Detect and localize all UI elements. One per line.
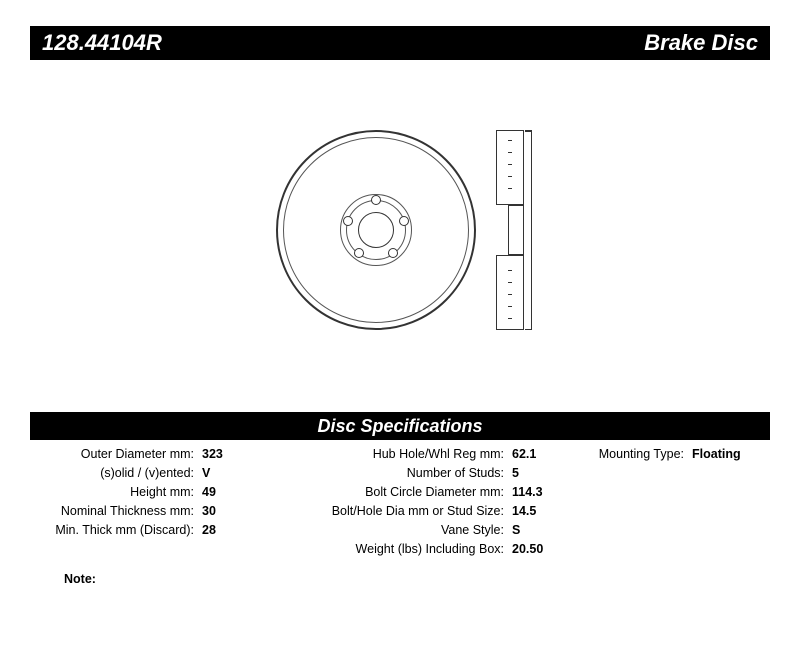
spec-label: Nominal Thickness mm: — [30, 504, 200, 518]
spec-row: Outer Diameter mm: 323 — [30, 444, 290, 463]
spec-row: Hub Hole/Whl Reg mm: 62.1 — [290, 444, 580, 463]
spec-row: Bolt Circle Diameter mm: 114.3 — [290, 482, 580, 501]
spec-row: Min. Thick mm (Discard): 28 — [30, 520, 290, 539]
spec-value: 114.3 — [510, 485, 543, 499]
spec-label: Mounting Type: — [580, 447, 690, 461]
spec-value: 30 — [200, 504, 216, 518]
spec-value: Floating — [690, 447, 741, 461]
spec-value: V — [200, 466, 210, 480]
spec-value: 49 — [200, 485, 216, 499]
note-label: Note: — [64, 572, 96, 586]
spec-value: 20.50 — [510, 542, 543, 556]
spec-row: Nominal Thickness mm: 30 — [30, 501, 290, 520]
disc-front-view — [276, 130, 476, 330]
spec-row: Weight (lbs) Including Box: 20.50 — [290, 539, 580, 558]
spec-table: Outer Diameter mm: 323 (s)olid / (v)ente… — [30, 444, 770, 558]
spec-label: Number of Studs: — [290, 466, 510, 480]
spec-label: (s)olid / (v)ented: — [30, 466, 200, 480]
spec-label: Min. Thick mm (Discard): — [30, 523, 200, 537]
spec-column-2: Hub Hole/Whl Reg mm: 62.1 Number of Stud… — [290, 444, 580, 558]
spec-value: 14.5 — [510, 504, 536, 518]
spec-row: Vane Style: S — [290, 520, 580, 539]
spec-row: (s)olid / (v)ented: V — [30, 463, 290, 482]
spec-label: Weight (lbs) Including Box: — [290, 542, 510, 556]
spec-value: 5 — [510, 466, 519, 480]
spec-row: Bolt/Hole Dia mm or Stud Size: 14.5 — [290, 501, 580, 520]
part-number: 128.44104R — [42, 30, 162, 56]
spec-value: S — [510, 523, 520, 537]
spec-value: 62.1 — [510, 447, 536, 461]
product-type: Brake Disc — [644, 30, 758, 56]
spec-label: Height mm: — [30, 485, 200, 499]
spec-label: Outer Diameter mm: — [30, 447, 200, 461]
spec-row: Mounting Type: Floating — [580, 444, 770, 463]
spec-value: 323 — [200, 447, 223, 461]
spec-value: 28 — [200, 523, 216, 537]
spec-label: Bolt Circle Diameter mm: — [290, 485, 510, 499]
disc-diagram — [0, 80, 800, 380]
spec-label: Bolt/Hole Dia mm or Stud Size: — [290, 504, 510, 518]
spec-column-1: Outer Diameter mm: 323 (s)olid / (v)ente… — [30, 444, 290, 558]
spec-column-3: Mounting Type: Floating — [580, 444, 770, 558]
spec-label: Hub Hole/Whl Reg mm: — [290, 447, 510, 461]
spec-row: Height mm: 49 — [30, 482, 290, 501]
disc-side-view — [496, 130, 524, 330]
header-bar: 128.44104R Brake Disc — [30, 26, 770, 60]
spec-label: Vane Style: — [290, 523, 510, 537]
spec-row: Number of Studs: 5 — [290, 463, 580, 482]
spec-section-header: Disc Specifications — [30, 412, 770, 440]
